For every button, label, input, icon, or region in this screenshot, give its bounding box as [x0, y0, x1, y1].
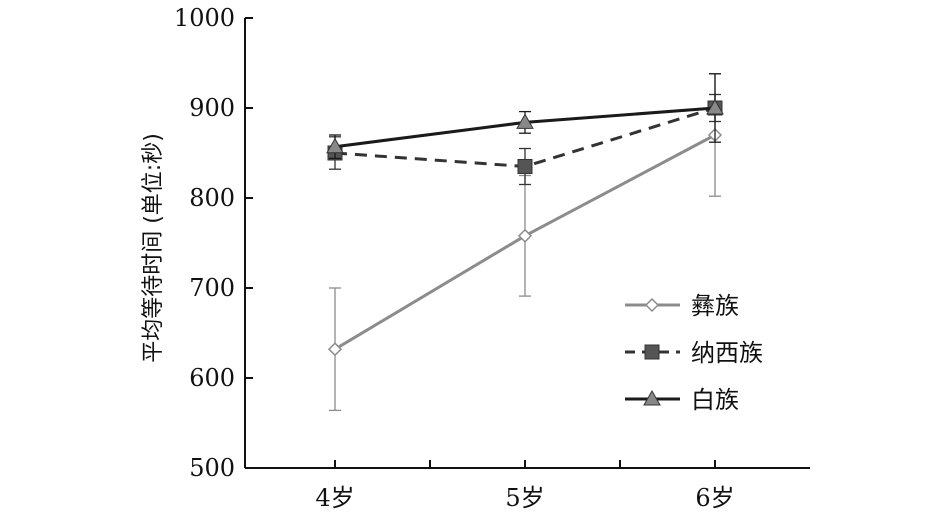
legend-item: 纳西族 — [625, 339, 763, 367]
data-point — [326, 137, 344, 154]
y-tick-label: 700 — [189, 274, 235, 302]
x-axis-ticks: 4岁 5岁 6岁 — [315, 460, 735, 512]
legend-label: 白族 — [691, 386, 739, 414]
y-tick-label: 500 — [189, 454, 235, 482]
x-tick-label: 5岁 — [505, 484, 544, 512]
data-point — [517, 228, 533, 243]
data-point — [644, 297, 660, 313]
y-axis-title: 平均等待时间 (单位:秒) — [141, 133, 166, 363]
legend-item: 白族 — [625, 386, 739, 414]
data-point — [327, 342, 343, 357]
y-tick-label: 900 — [189, 94, 235, 122]
y-tick-label: 800 — [189, 184, 235, 212]
data-point — [643, 389, 661, 406]
x-tick-label: 4岁 — [315, 484, 354, 512]
legend-label: 纳西族 — [691, 339, 763, 367]
data-point — [706, 98, 724, 115]
data-point — [644, 344, 660, 360]
y-tick-label: 1000 — [174, 4, 235, 32]
y-tick-label: 600 — [189, 364, 235, 392]
data-point — [516, 113, 534, 129]
y-axis-ticks: 500 600 700 800 900 1000 — [174, 4, 253, 482]
series-3 — [326, 73, 724, 160]
series-layer — [326, 73, 724, 412]
data-point — [517, 159, 533, 174]
legend-item: 彝族 — [625, 292, 739, 320]
legend-label: 彝族 — [691, 292, 739, 320]
x-tick-label: 6岁 — [695, 484, 734, 512]
